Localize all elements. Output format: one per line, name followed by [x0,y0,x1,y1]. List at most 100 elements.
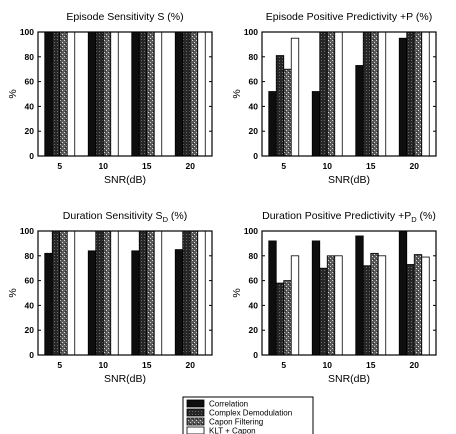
bar-correlation-20 [398,230,408,356]
bar-complex-demodulation-10 [319,267,328,356]
bar-complex-demodulation-5 [275,282,285,356]
bar-complex-demodulation-5 [51,230,61,356]
bar-klt-capon-5 [290,37,300,157]
bar-correlation-10 [87,250,97,356]
legend-swatch-2 [186,408,205,417]
bar-capon-filtering-20 [413,254,423,356]
bar-klt-capon-5 [66,230,76,356]
x-tick-label: 5 [57,161,62,171]
y-tick-label: 0 [253,151,258,161]
bar-correlation-15 [131,31,140,157]
plot-frame [261,31,437,157]
y-tick-label: 20 [25,126,35,136]
bar-klt-capon-10 [110,31,119,157]
x-tick-label: 20 [186,161,196,171]
bar-correlation-5 [44,31,53,157]
y-axis-label: % [7,89,19,98]
x-tick-label: 5 [57,360,62,370]
bar-capon-filtering-10 [102,230,112,356]
y-tick-label: 100 [244,27,258,37]
x-tick-label: 10 [99,360,109,370]
bar-capon-filtering-15 [370,252,379,356]
bar-complex-demodulation-15 [138,31,148,157]
chart-title: Episode Sensitivity S (%) [66,11,183,23]
bar-complex-demodulation-5 [51,31,61,157]
bar-correlation-15 [355,235,364,356]
y-tick-label: 60 [249,276,259,286]
x-tick-label: 20 [186,360,196,370]
y-tick-label: 40 [25,300,35,310]
y-tick-label: 40 [249,300,259,310]
bar-klt-capon-5 [290,255,300,356]
bar-klt-capon-20 [421,256,430,356]
bar-klt-capon-20 [197,230,206,356]
bar-correlation-5 [268,240,277,356]
legend-label: Complex Demodulation [209,409,292,418]
y-tick-label: 0 [29,350,34,360]
bar-correlation-5 [44,252,53,356]
y-tick-label: 20 [249,325,259,335]
bar-capon-filtering-15 [146,31,155,157]
bar-capon-filtering-20 [189,31,199,157]
chart-title: Episode Positive Predictivity +P (%) [266,11,432,23]
bar-correlation-5 [268,91,277,157]
y-tick-label: 60 [249,77,259,87]
chart-panel-3: Duration Sensitivity SD (%) 0 20 40 60 80 100 5… [7,210,213,385]
bar-capon-filtering-5 [283,68,292,157]
bar-correlation-15 [355,65,364,157]
bar-correlation-10 [311,91,321,157]
y-tick-label: 20 [25,325,35,335]
bar-correlation-15 [131,250,140,356]
x-tick-label: 5 [281,161,286,171]
bar-capon-filtering-15 [370,31,379,157]
legend-box [182,396,314,434]
y-axis-label: % [7,288,19,297]
chart-title: Duration Sensitivity SD (%) [63,210,187,224]
bar-klt-capon-20 [421,31,430,157]
bar-capon-filtering-10 [102,31,112,157]
legend-label: Capon Filtering [209,418,263,427]
bar-capon-filtering-10 [326,31,336,157]
bar-capon-filtering-20 [189,230,199,356]
y-tick-label: 100 [20,226,34,236]
plot-frame [37,31,213,157]
bar-klt-capon-15 [377,255,387,356]
bar-complex-demodulation-15 [362,31,372,157]
y-tick-label: 100 [244,226,258,236]
chart-panel-4: Duration Positive Predictivity +PD (%) 0 2… [231,210,437,385]
x-tick-label: 15 [142,360,152,370]
chart-title: Duration Positive Predictivity +PD (%) [262,210,436,224]
legend-swatch-4 [186,426,205,434]
bar-complex-demodulation-15 [138,230,148,356]
bar-klt-capon-10 [334,31,343,157]
y-tick-label: 100 [20,27,34,37]
plot-frame [261,230,437,356]
bar-complex-demodulation-20 [406,31,415,157]
bar-klt-capon-15 [153,230,163,356]
bar-complex-demodulation-20 [182,230,191,356]
x-axis-label: SNR(dB) [104,174,146,186]
bar-correlation-10 [311,240,321,356]
legend-label: KLT + Capon [209,427,256,434]
bar-correlation-10 [87,31,97,157]
y-tick-label: 0 [29,151,34,161]
chart-panel-2: Episode Positive Predictivity +P (%) 0 20 4… [231,11,437,186]
y-tick-label: 80 [249,52,259,62]
bar-complex-demodulation-15 [362,265,372,356]
chart-panel-1: Episode Sensitivity S (%) 0 20 40 60 80 100 5 10… [7,11,213,186]
x-tick-label: 5 [281,360,286,370]
y-axis-label: % [231,89,243,98]
bar-capon-filtering-15 [146,230,155,356]
x-tick-label: 15 [142,161,152,171]
bar-complex-demodulation-20 [406,264,415,356]
x-tick-label: 20 [410,360,420,370]
bar-klt-capon-15 [153,31,163,157]
bar-complex-demodulation-10 [95,230,104,356]
bar-klt-capon-10 [334,255,343,356]
x-tick-label: 15 [366,360,376,370]
bar-klt-capon-5 [66,31,76,157]
x-tick-label: 15 [366,161,376,171]
bar-klt-capon-20 [197,31,206,157]
